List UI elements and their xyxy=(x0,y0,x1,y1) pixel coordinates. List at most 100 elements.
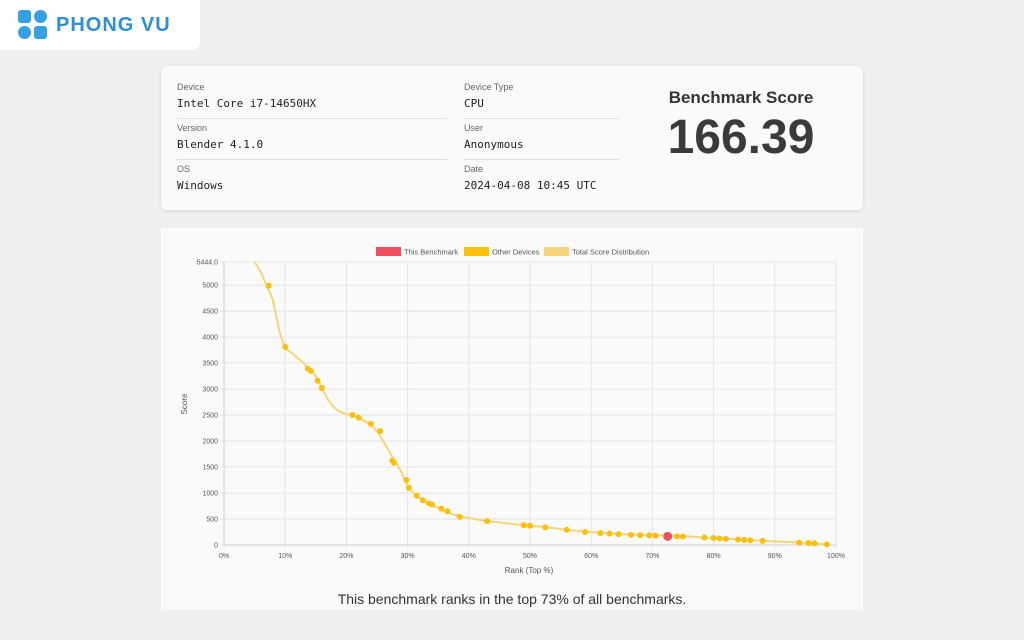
x-tick-label: 100% xyxy=(827,553,845,560)
other-device-point xyxy=(438,505,445,512)
other-device-point xyxy=(673,533,680,540)
x-tick-label: 60% xyxy=(584,553,598,560)
y-tick-label: 3000 xyxy=(202,387,218,394)
device-label: Device xyxy=(177,82,205,92)
other-device-point xyxy=(314,377,321,384)
other-device-point xyxy=(823,541,830,548)
user-label: User xyxy=(464,123,484,133)
user-field: User Anonymous xyxy=(464,123,619,160)
x-tick-label: 20% xyxy=(339,553,353,560)
y-tick-label: 1500 xyxy=(202,465,218,472)
other-device-point xyxy=(759,537,766,544)
other-device-point xyxy=(805,540,812,547)
user-value: Anonymous xyxy=(464,138,619,160)
legend-swatch xyxy=(464,247,489,256)
other-device-point xyxy=(716,535,723,542)
other-device-point xyxy=(527,522,533,529)
x-tick-label: 90% xyxy=(768,553,782,560)
other-device-point xyxy=(377,428,384,435)
other-device-point xyxy=(615,531,622,538)
other-device-point xyxy=(646,532,653,539)
device-field: Device Intel Core i7-14650HX xyxy=(177,82,447,119)
other-device-point xyxy=(355,414,362,421)
date-field: Date 2024-04-08 10:45 UTC xyxy=(464,164,619,200)
device-type-value: CPU xyxy=(464,97,619,119)
os-field: OS Windows xyxy=(177,164,447,200)
score-block: Benchmark Score 166.39 xyxy=(641,88,841,165)
axis-layer: 0% 10% 20% 30% 40% 50% 60% 70% 80% 90% 100% 0 500 100… xyxy=(197,260,845,561)
grid-layer xyxy=(220,261,837,549)
other-device-point xyxy=(637,532,644,539)
other-device-point xyxy=(456,513,463,520)
y-tick-label: 4000 xyxy=(202,335,218,342)
other-device-point xyxy=(722,535,729,542)
line-layer xyxy=(253,261,830,546)
legend-swatch xyxy=(544,247,569,256)
x-axis-title: Rank (Top %) xyxy=(505,566,554,575)
y-tick-label: 2000 xyxy=(202,439,218,446)
y-tick-label: 500 xyxy=(206,517,218,524)
other-device-point xyxy=(419,497,426,504)
other-device-point xyxy=(597,530,604,537)
version-label: Version xyxy=(177,123,208,133)
legend-layer: This Benchmark Other Devices Total Score D… xyxy=(376,247,649,257)
x-tick-label: 0% xyxy=(219,553,229,560)
other-device-point xyxy=(796,539,803,546)
other-device-point xyxy=(710,534,717,541)
other-device-point xyxy=(367,420,374,427)
other-device-point xyxy=(735,536,742,543)
chart-card xyxy=(161,228,863,610)
other-device-point xyxy=(429,501,436,508)
other-device-point xyxy=(403,477,410,484)
this-benchmark-point xyxy=(663,531,673,541)
other-device-point xyxy=(606,530,613,537)
device-value: Intel Core i7-14650HX xyxy=(177,97,447,119)
points-layer xyxy=(265,282,830,548)
other-device-point xyxy=(405,484,412,491)
other-device-point xyxy=(582,529,589,536)
other-device-point xyxy=(563,526,570,533)
other-device-point xyxy=(811,540,818,547)
other-device-point xyxy=(484,518,491,525)
date-label: Date xyxy=(464,164,484,174)
other-device-point xyxy=(318,385,325,392)
other-device-point xyxy=(307,367,314,374)
other-device-point xyxy=(349,412,356,419)
other-device-point xyxy=(520,522,527,529)
other-device-point xyxy=(627,531,634,538)
x-tick-label: 70% xyxy=(645,553,659,560)
legend-label: This Benchmark xyxy=(404,248,458,257)
y-tick-label: 5444.0 xyxy=(197,260,219,267)
os-value: Windows xyxy=(177,179,224,192)
benchmark-info-card: Device Intel Core i7-14650HX Version Ble… xyxy=(161,66,863,210)
score-title: Benchmark Score xyxy=(668,88,814,107)
other-device-point xyxy=(652,532,659,539)
logo-icon xyxy=(18,10,48,40)
device-type-field: Device Type CPU xyxy=(464,82,619,119)
y-tick-label: 3500 xyxy=(202,361,218,368)
other-device-point xyxy=(391,459,398,466)
other-device-point xyxy=(747,537,754,544)
y-tick-label: 2500 xyxy=(202,413,218,420)
y-axis-title: Score xyxy=(180,393,189,414)
date-value: 2024-04-08 10:45 UTC xyxy=(464,179,597,192)
rank-summary-text: This benchmark ranks in the top 73% of a… xyxy=(337,591,687,607)
phongvu-logo[interactable]: PHONG VU xyxy=(0,0,200,50)
other-device-point xyxy=(444,508,451,515)
other-device-point xyxy=(282,343,289,350)
distribution-line xyxy=(253,261,830,546)
score-value: 166.39 xyxy=(667,111,815,164)
os-label: OS xyxy=(177,164,191,174)
x-tick-label: 80% xyxy=(707,553,721,560)
legend-label: Total Score Distribution xyxy=(572,248,649,257)
legend-swatch xyxy=(376,247,401,256)
y-tick-label: 0 xyxy=(214,543,218,550)
y-tick-label: 5000 xyxy=(202,283,218,290)
other-device-point xyxy=(265,282,272,289)
x-tick-label: 40% xyxy=(462,553,476,560)
y-tick-label: 4500 xyxy=(202,309,218,316)
y-tick-label: 1000 xyxy=(202,491,218,498)
version-value: Blender 4.1.0 xyxy=(177,138,447,160)
other-device-point xyxy=(741,536,748,543)
